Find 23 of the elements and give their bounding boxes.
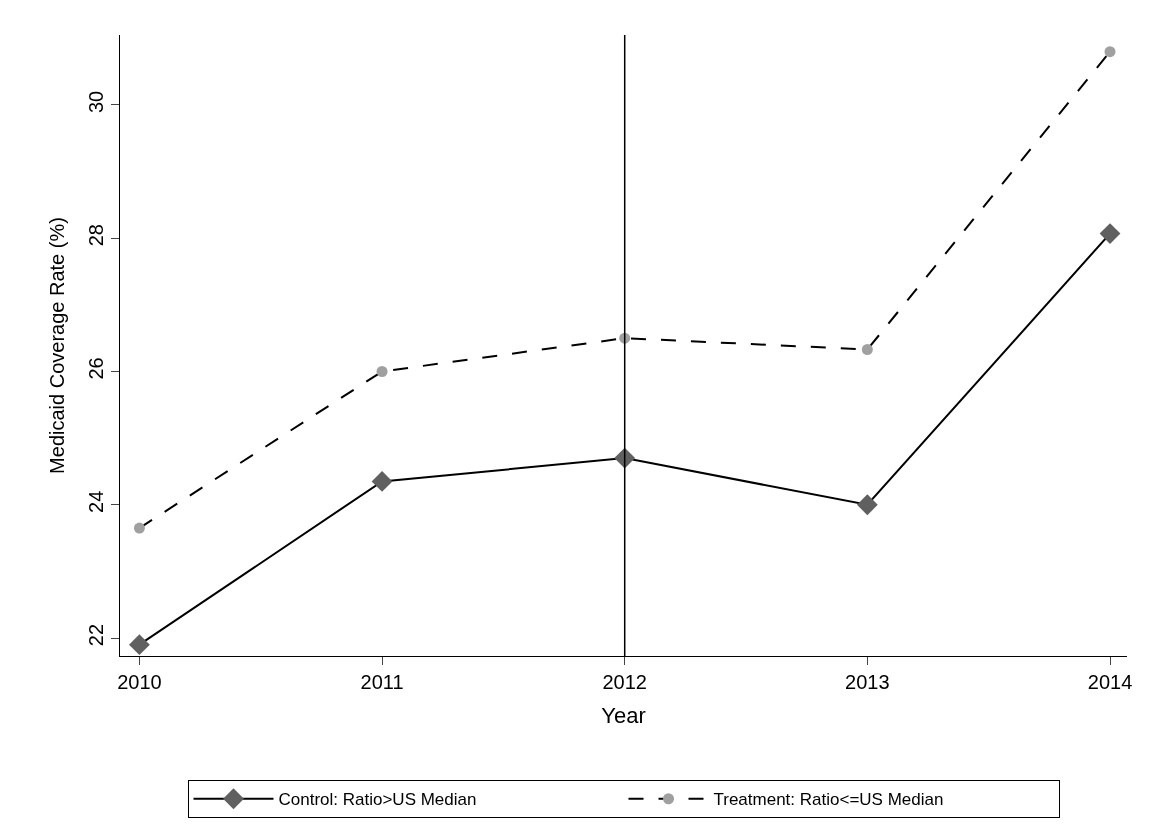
point xyxy=(1104,46,1116,58)
y-tick-label: 22 xyxy=(85,623,107,647)
y-tick-label: 26 xyxy=(85,357,107,380)
x-tick-label: 2013 xyxy=(845,671,890,693)
y-axis-title: Medicaid Coverage Rate (%) xyxy=(45,217,68,474)
legend-label: Control: Ratio>US Median xyxy=(278,790,477,810)
legend-label: Treatment: Ratio<=US Median xyxy=(713,790,944,810)
point xyxy=(376,365,388,377)
x-tick-label: 2014 xyxy=(1087,671,1133,693)
point xyxy=(856,494,878,516)
x-axis-title: Year xyxy=(601,702,646,728)
x-tick-label: 2010 xyxy=(117,671,162,693)
y-tick-label: 24 xyxy=(85,490,107,513)
x-tick-label: 2011 xyxy=(360,671,404,693)
x-tick-label: 2012 xyxy=(602,671,647,693)
point xyxy=(129,634,150,656)
point xyxy=(133,522,145,534)
point xyxy=(371,471,393,492)
y-tick-label: 30 xyxy=(85,90,107,114)
point xyxy=(614,447,636,469)
point xyxy=(1099,223,1121,244)
point xyxy=(861,344,873,355)
y-tick-label: 28 xyxy=(85,224,107,247)
